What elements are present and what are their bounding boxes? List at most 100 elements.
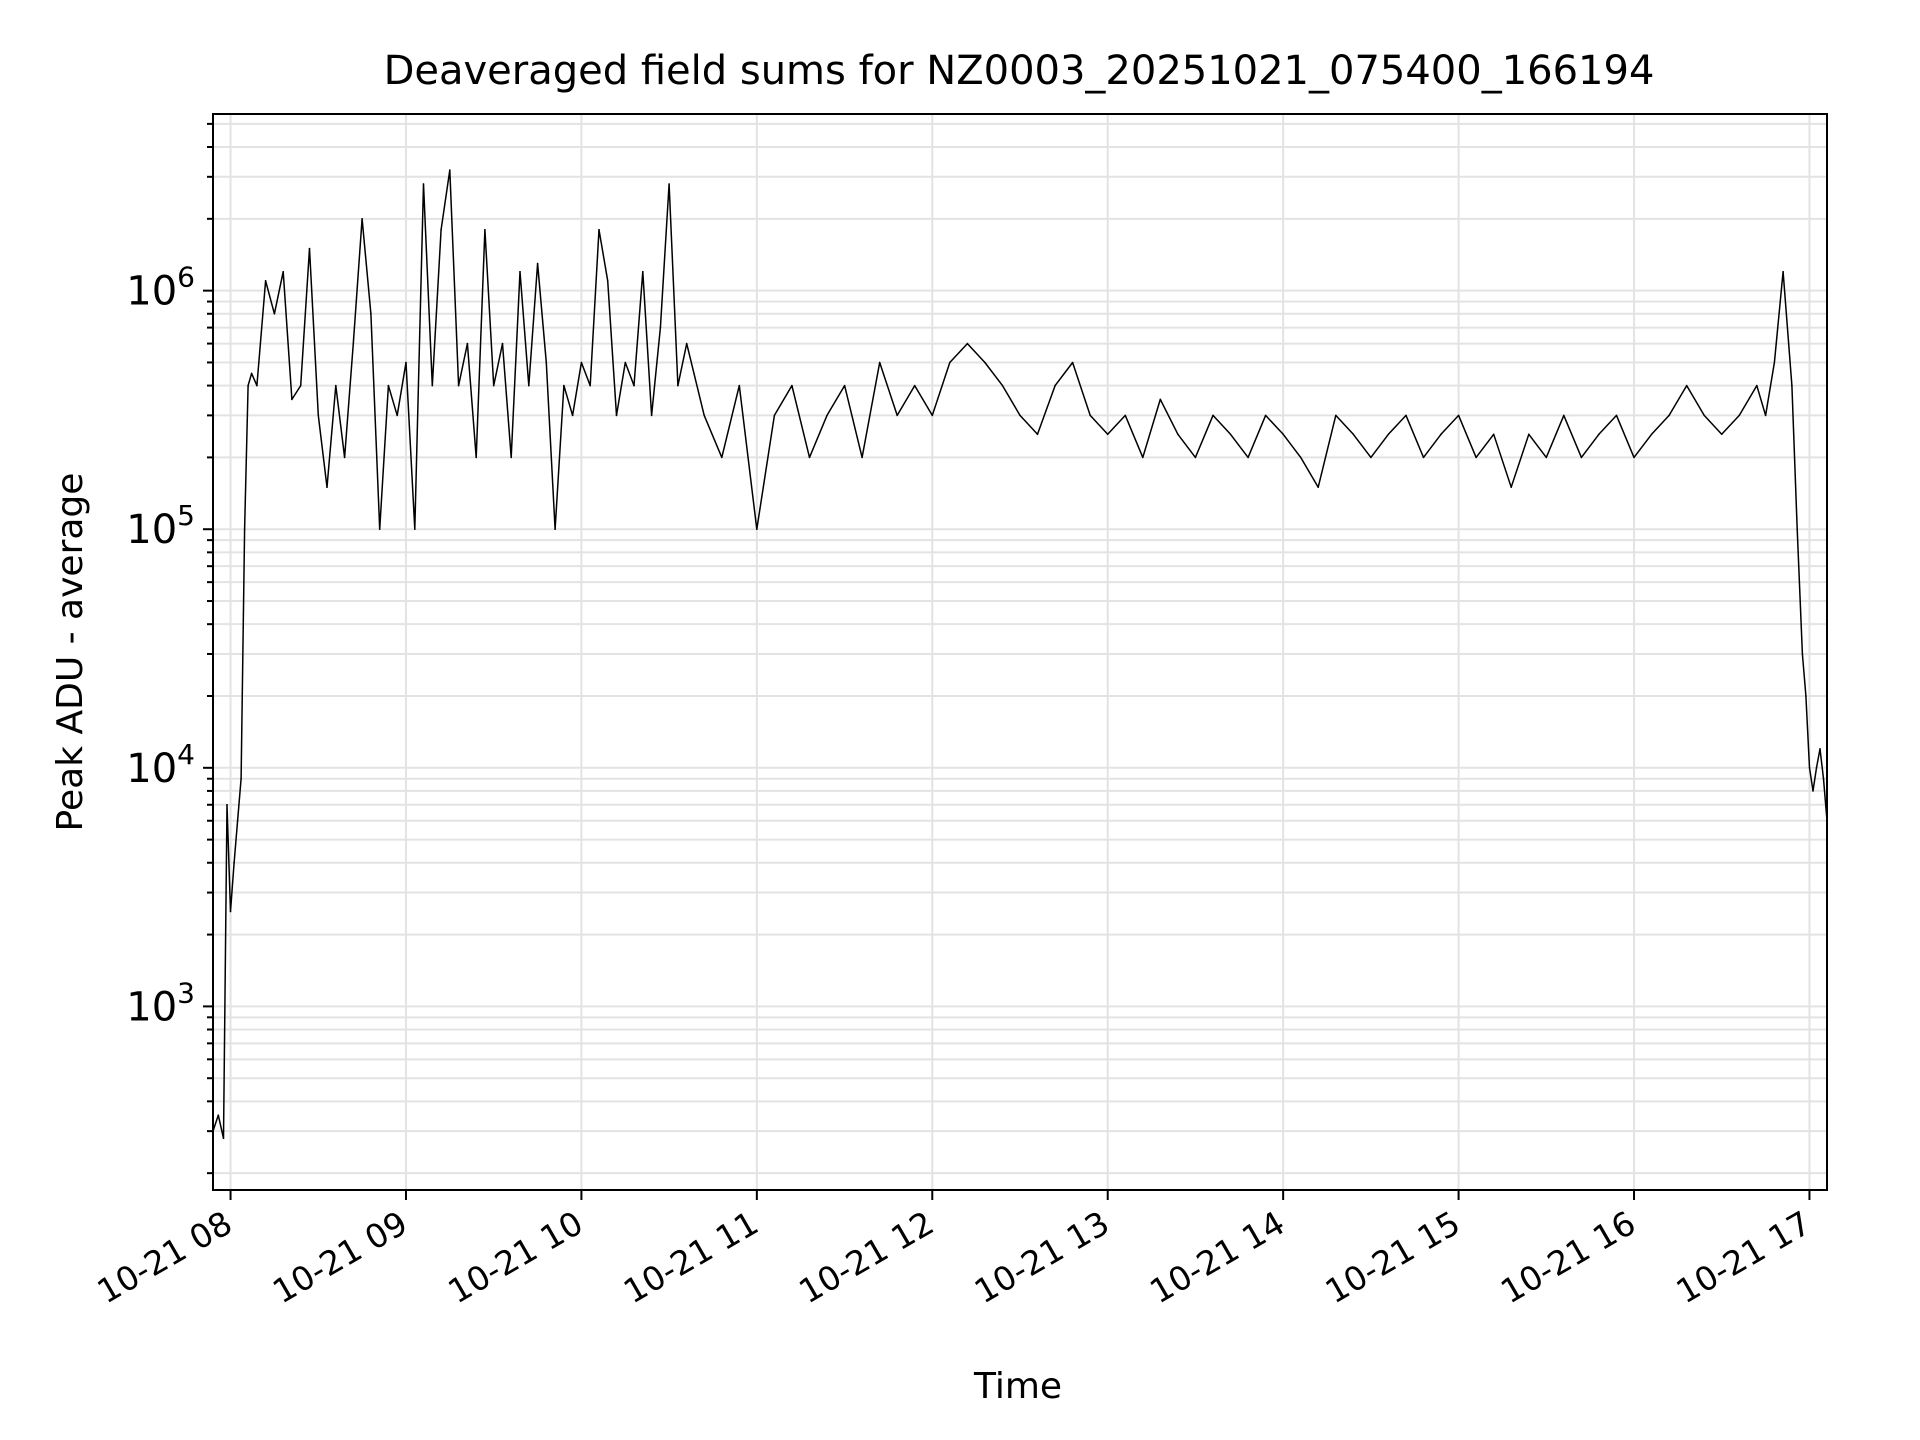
y-tick-base: 10 — [126, 984, 177, 1030]
data-point — [598, 228, 600, 231]
data-point — [615, 414, 618, 417]
data-point — [299, 384, 302, 387]
data-point — [240, 777, 242, 780]
data-point — [913, 384, 916, 387]
data-point — [1036, 433, 1039, 436]
data-point — [484, 228, 486, 231]
data-point — [1335, 414, 1337, 417]
chart-title: Deaveraged field sums for NZ0003_2025102… — [384, 48, 1655, 94]
data-point — [1106, 433, 1109, 436]
data-point — [501, 342, 504, 345]
data-point — [1001, 384, 1004, 387]
data-point — [791, 384, 793, 387]
data-point — [217, 1114, 220, 1116]
data-point — [677, 384, 679, 387]
data-point — [236, 819, 239, 822]
data-point — [738, 384, 741, 387]
data-point — [370, 313, 372, 315]
data-point — [1796, 528, 1798, 530]
data-point — [1229, 433, 1232, 436]
data-point — [1142, 456, 1144, 459]
data-point — [1212, 414, 1214, 417]
y-tick-base: 10 — [126, 269, 177, 315]
data-point — [554, 528, 556, 530]
data-point — [1782, 270, 1784, 273]
data-point — [1071, 361, 1074, 364]
data-point — [1457, 414, 1460, 417]
data-point — [756, 528, 758, 530]
data-point — [1317, 486, 1319, 489]
y-tick-label: 105 — [126, 499, 195, 553]
data-point — [492, 384, 495, 387]
data-point — [966, 342, 969, 345]
data-point — [1805, 695, 1807, 697]
data-point — [571, 414, 574, 417]
data-point — [256, 384, 258, 387]
data-point — [449, 169, 451, 171]
data-point — [1370, 456, 1372, 459]
data-point — [633, 384, 635, 387]
data-point — [1812, 790, 1814, 792]
data-point — [1668, 414, 1670, 417]
data-point — [1685, 384, 1688, 387]
data-point — [1510, 486, 1512, 489]
data-point — [1124, 414, 1127, 417]
y-tick-base: 10 — [126, 746, 177, 792]
data-point — [931, 414, 934, 417]
y-axis-label: Peak ADU - average — [50, 473, 91, 832]
data-point — [949, 361, 951, 364]
data-point — [984, 361, 986, 364]
data-point — [229, 910, 232, 913]
data-point — [396, 414, 399, 417]
data-point — [247, 384, 249, 387]
data-point — [326, 486, 328, 489]
data-point — [1194, 456, 1197, 459]
y-tick-exponent: 5 — [177, 499, 195, 532]
data-point — [1703, 414, 1705, 417]
data-point — [878, 361, 881, 364]
data-point — [1720, 433, 1723, 436]
data-point — [773, 414, 776, 417]
data-point — [243, 528, 246, 530]
data-point — [536, 262, 539, 265]
data-point — [414, 528, 416, 530]
y-tick-exponent: 6 — [177, 261, 195, 294]
data-point — [1756, 384, 1758, 387]
y-tick-label: 106 — [126, 261, 195, 315]
data-point — [352, 342, 355, 345]
data-point — [808, 456, 811, 459]
data-point — [1264, 414, 1267, 417]
data-point — [387, 384, 390, 387]
data-point — [233, 862, 235, 864]
y-tick-label: 103 — [126, 976, 195, 1030]
y-tick-exponent: 3 — [177, 976, 195, 1009]
data-point — [1738, 414, 1741, 417]
data-point — [457, 384, 460, 387]
data-point — [317, 414, 320, 417]
plot-frame — [212, 113, 1828, 1191]
data-point — [606, 280, 609, 282]
data-point — [1405, 414, 1407, 417]
data-point — [1615, 414, 1618, 417]
data-point — [1773, 361, 1776, 364]
data-point — [1801, 653, 1804, 655]
data-point — [422, 183, 425, 185]
data-point — [1177, 433, 1179, 436]
data-point — [273, 313, 276, 315]
data-point — [343, 456, 346, 459]
data-point — [1159, 398, 1162, 401]
data-point — [1598, 433, 1600, 436]
data-point — [1580, 456, 1583, 459]
data-point — [264, 280, 267, 282]
series-layer — [212, 169, 1828, 1140]
data-point — [1633, 456, 1635, 459]
data-point — [685, 342, 688, 345]
data-point — [721, 456, 723, 459]
data-point — [282, 270, 285, 273]
data-point — [1019, 414, 1021, 417]
data-point — [308, 247, 311, 250]
data-point — [1282, 433, 1284, 436]
data-point — [222, 1137, 225, 1140]
